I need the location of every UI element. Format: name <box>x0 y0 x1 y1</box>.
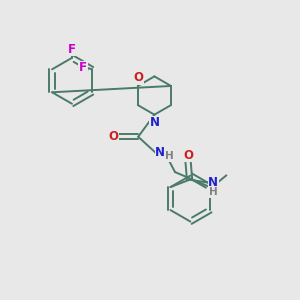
Text: F: F <box>68 43 76 56</box>
Text: O: O <box>134 71 143 84</box>
Text: N: N <box>208 176 218 189</box>
Text: O: O <box>108 130 118 143</box>
Text: H: H <box>209 187 218 197</box>
Text: N: N <box>155 146 165 159</box>
Text: O: O <box>183 148 193 161</box>
Text: H: H <box>165 152 174 161</box>
Text: N: N <box>149 116 159 129</box>
Text: F: F <box>79 61 87 74</box>
